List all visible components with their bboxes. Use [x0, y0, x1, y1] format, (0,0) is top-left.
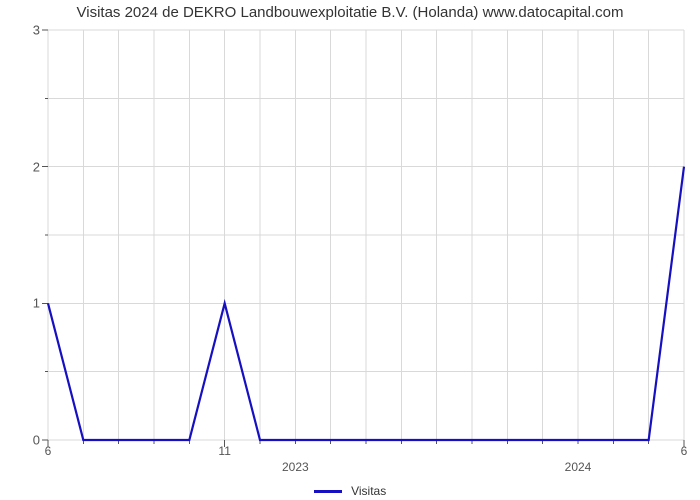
x-tick-label: 11: [218, 444, 230, 458]
axis-ticks: [42, 30, 684, 447]
x-tick-label: 6: [681, 444, 688, 458]
legend: Visitas: [0, 483, 700, 498]
x-tick-label: 6: [45, 444, 52, 458]
y-tick-label: 3: [33, 23, 40, 38]
plot-area: [48, 30, 684, 440]
y-tick-label: 0: [33, 433, 40, 448]
y-tick-label: 2: [33, 159, 40, 174]
y-tick-label: 1: [33, 296, 40, 311]
chart-title: Visitas 2024 de DEKRO Landbouwexploitati…: [0, 4, 700, 21]
x-year-label: 2024: [565, 460, 592, 474]
y-axis-ticks: 0123: [0, 30, 44, 440]
x-axis-ticks: 611620232024: [48, 442, 684, 482]
grid: [48, 30, 684, 440]
legend-label: Visitas: [351, 484, 386, 498]
legend-swatch: [314, 490, 342, 493]
chart-container: Visitas 2024 de DEKRO Landbouwexploitati…: [0, 0, 700, 500]
x-year-label: 2023: [282, 460, 309, 474]
